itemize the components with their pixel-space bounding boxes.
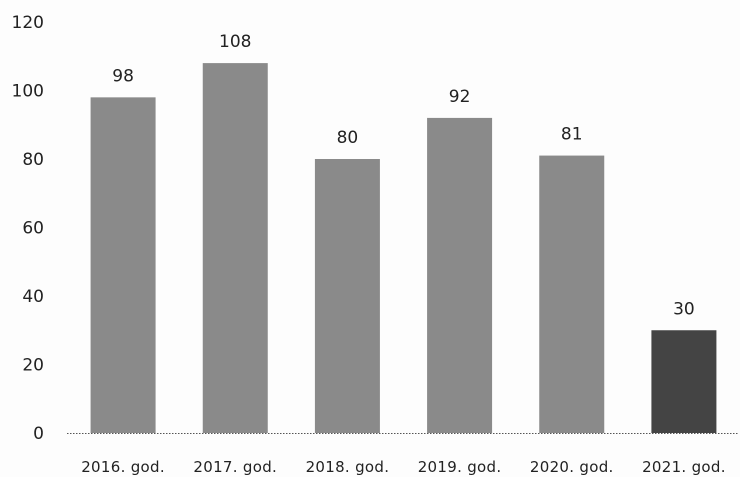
y-tick-label: 100 [12, 82, 44, 102]
category-label: 2021. god. [642, 458, 726, 476]
bar-2019-god [427, 117, 493, 434]
category-label: 2016. god. [81, 458, 165, 476]
category-label: 2020. god. [530, 458, 614, 476]
y-tick-label: 60 [22, 219, 44, 239]
bars [90, 63, 717, 434]
bar-2016-god [90, 97, 156, 433]
bar-value-label: 108 [219, 32, 251, 52]
data-labels: 98 108 80 92 81 30 [112, 32, 694, 319]
category-label: 2017. god. [193, 458, 277, 476]
bar-value-label: 92 [449, 87, 471, 107]
bar-2020-god [539, 155, 605, 433]
y-axis-ticks: 0 20 40 60 80 100 120 [12, 13, 44, 444]
bar-value-label: 98 [112, 66, 134, 86]
y-tick-label: 120 [12, 13, 44, 33]
bar-value-label: 81 [561, 125, 583, 145]
bar-value-label: 30 [673, 299, 695, 319]
bar-2017-god [202, 63, 268, 433]
y-tick-label: 20 [22, 356, 44, 376]
category-label: 2019. god. [418, 458, 502, 476]
bar-value-label: 80 [337, 128, 359, 148]
y-tick-label: 0 [33, 424, 44, 444]
bar-2021-god [651, 330, 717, 433]
category-label: 2018. god. [306, 458, 390, 476]
y-tick-label: 40 [22, 287, 44, 307]
y-tick-label: 80 [22, 150, 44, 170]
category-labels: 2016. god. 2017. god. 2018. god. 2019. god.… [81, 458, 726, 476]
bar-2018-god [314, 159, 380, 433]
